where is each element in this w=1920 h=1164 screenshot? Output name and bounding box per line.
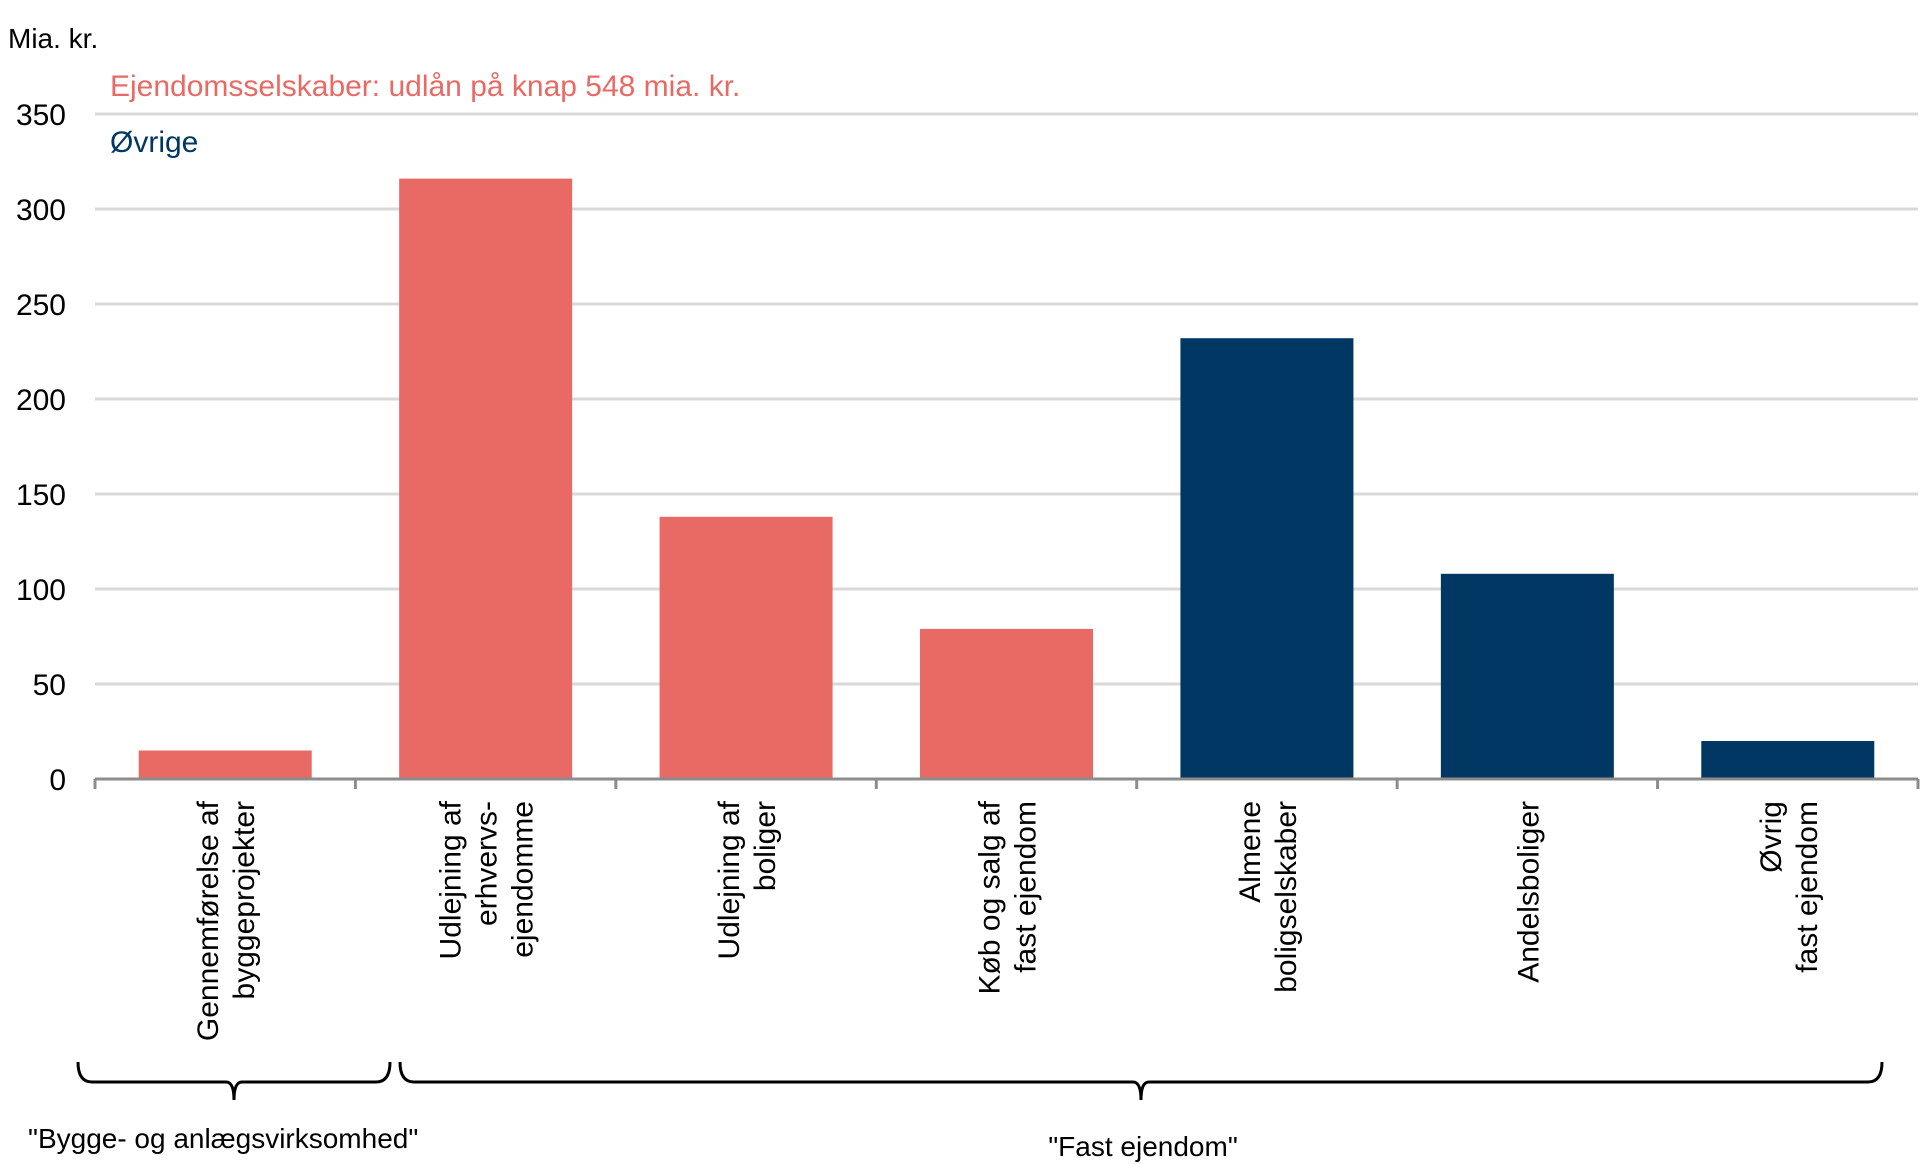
y-tick-label: 300 [16, 194, 66, 227]
bar [1440, 573, 1614, 779]
x-axis [93, 777, 1920, 789]
gridlines [95, 112, 1918, 686]
category-groups: "Bygge- og anlægsvirksomhed" "Fast ejendo… [28, 1061, 1884, 1162]
legend: Ejendomsselskaber: udlån på knap 548 mia… [110, 70, 740, 159]
y-tick-labels: 0 50 100 150 200 250 300 350 [16, 99, 66, 797]
category-label: Øvrig fast ejendom [1755, 801, 1824, 973]
legend-entry: Øvrige [110, 126, 198, 159]
group-label: "Fast ejendom" [1048, 1131, 1238, 1162]
group-label: "Bygge- og anlægsvirksomhed" [28, 1123, 418, 1154]
category-labels: Gennemførelse af byggeprojekter Udlejning … [192, 800, 1824, 1041]
y-tick-label: 250 [16, 289, 66, 322]
group-brace [398, 1061, 1884, 1101]
unit-label: Mia. kr. [8, 23, 98, 54]
y-tick-label: 200 [16, 384, 66, 417]
category-label: Køb og salg af fast ejendom [974, 800, 1043, 994]
bar [659, 516, 833, 779]
legend-entry: Ejendomsselskaber: udlån på knap 548 mia… [110, 70, 740, 103]
bar [1701, 741, 1875, 779]
bar [920, 628, 1093, 779]
bar [399, 178, 573, 780]
bar [138, 750, 312, 779]
y-tick-label: 100 [16, 574, 66, 607]
category-label: Andelsboliger [1512, 801, 1545, 983]
bar [1180, 338, 1354, 779]
category-label: Udlejning af erhvervs-ejendomme [435, 800, 540, 959]
y-tick-label: 150 [16, 479, 66, 512]
category-label: Udlejning af boliger [713, 800, 782, 959]
group-brace [76, 1061, 392, 1101]
bars [138, 178, 1875, 780]
category-label: Gennemførelse af byggeprojekter [192, 800, 261, 1041]
category-label: Almene boligselskaber [1234, 801, 1303, 993]
y-tick-label: 50 [33, 669, 66, 702]
y-tick-label: 350 [16, 99, 66, 132]
y-tick-label: 0 [49, 764, 66, 797]
